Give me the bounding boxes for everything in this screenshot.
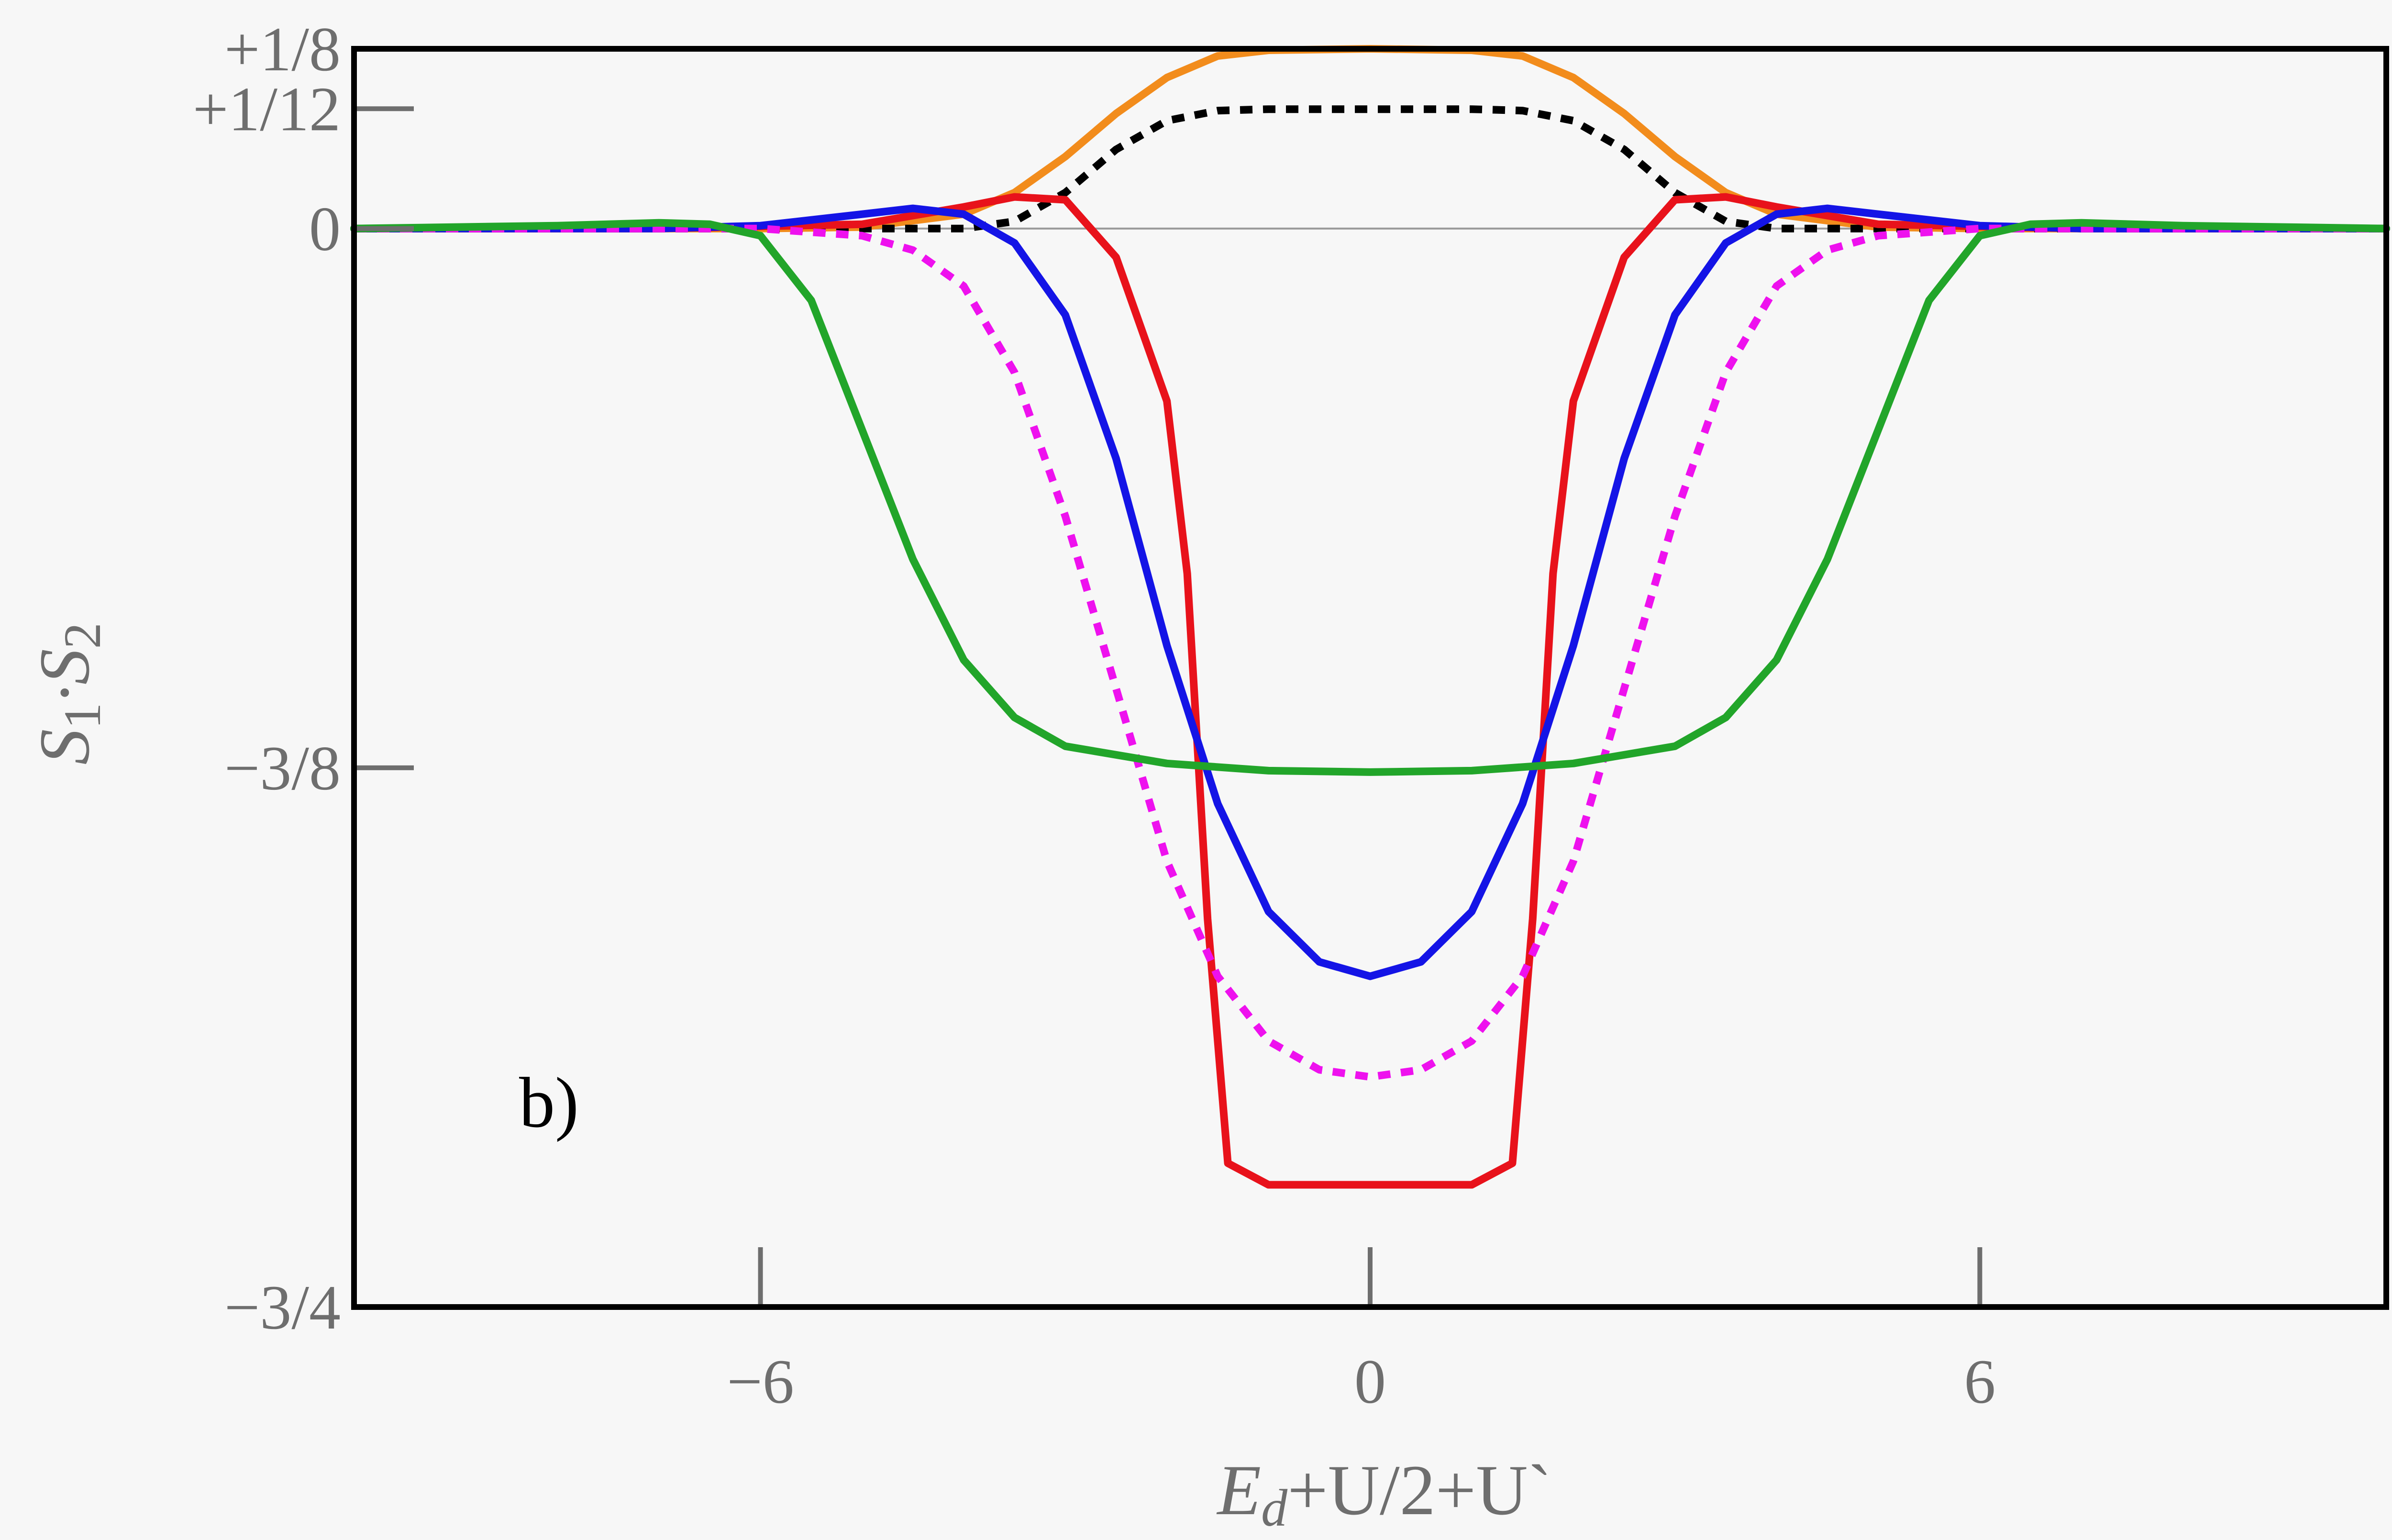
series-layer <box>350 45 2390 1189</box>
x-axis-label: Ed+U/2+U` <box>1216 1451 1551 1537</box>
series-line-2 <box>354 105 2386 233</box>
y-tick-label: +1/8 <box>224 14 341 84</box>
y-tick-label: 0 <box>309 194 341 264</box>
y-label-sub2: 2 <box>53 622 111 649</box>
series-line-1 <box>350 45 2390 233</box>
y-tick-label: −3/8 <box>224 733 341 803</box>
y-label-sub1: 1 <box>53 703 111 729</box>
x-tick-label: −6 <box>727 1346 794 1417</box>
y-label-s1: S <box>25 729 104 765</box>
series-line-5 <box>354 224 2386 1081</box>
y-label-s2: ·S <box>25 649 104 703</box>
y-tick-label: +1/12 <box>193 74 341 144</box>
x-label-e: E <box>1216 1451 1261 1530</box>
series-line-4 <box>350 204 2390 980</box>
series-line-3 <box>350 193 2390 1189</box>
y-axis-label: S1·S2 <box>25 622 111 765</box>
x-label-subscript: d <box>1261 1479 1288 1537</box>
y-tick-labels: +1/8+1/12 0 −3/8 −3/4 <box>193 14 341 1342</box>
series-line-6 <box>350 219 2390 776</box>
x-tick-label: 6 <box>1964 1346 1995 1417</box>
plot-frame <box>351 46 2389 1310</box>
x-label-rest: +U/2+U` <box>1287 1451 1551 1530</box>
x-tick-label: 0 <box>1354 1346 1386 1417</box>
panel-label: b) <box>519 1063 579 1142</box>
y-tick-label: −3/4 <box>224 1272 341 1342</box>
x-tick-labels: −6 0 6 <box>727 1346 1995 1417</box>
